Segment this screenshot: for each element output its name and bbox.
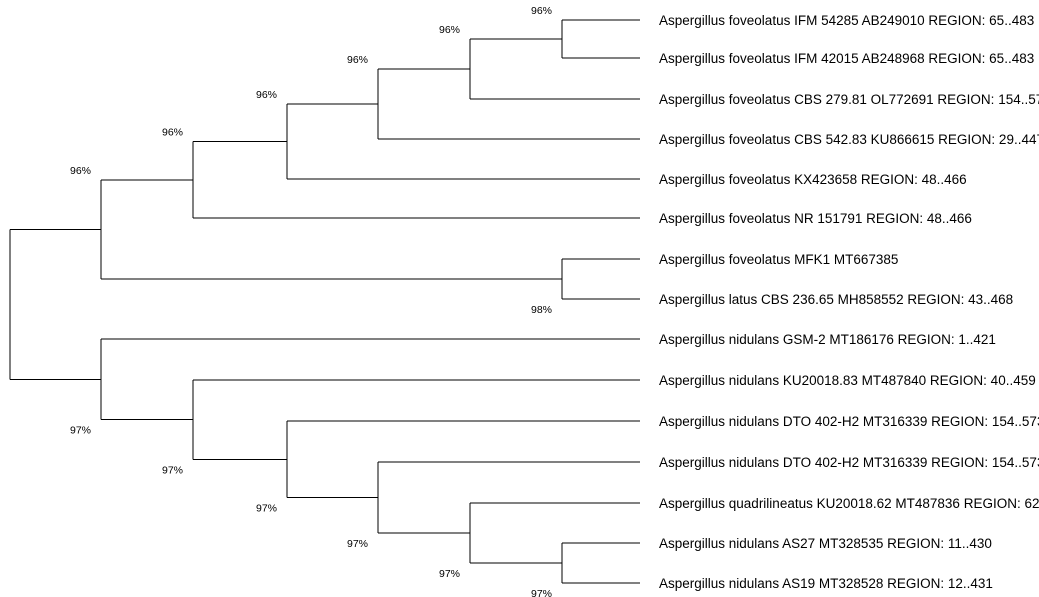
taxon-label: Aspergillus foveolatus KX423658 REGION: … (659, 172, 967, 187)
taxon-label: Aspergillus latus CBS 236.65 MH858552 RE… (659, 292, 1013, 307)
taxon-label: Aspergillus quadrilineatus KU20018.62 MT… (659, 496, 1039, 511)
bootstrap-support-label: 97% (256, 503, 277, 515)
bootstrap-support-label: 97% (347, 538, 368, 550)
bootstrap-support-labels: 96% 96% 96% 96% 96% 98% 96% 97% 97% 97% 97% 97% 97% (70, 5, 552, 597)
bootstrap-support-label: 97% (70, 425, 91, 437)
bootstrap-support-label: 96% (531, 5, 552, 17)
tree-branches (9, 19, 640, 584)
taxon-label: Aspergillus foveolatus IFM 42015 AB24896… (659, 51, 1034, 66)
taxon-label: Aspergillus foveolatus CBS 279.81 OL7726… (659, 92, 1039, 107)
taxon-label: Aspergillus nidulans AS27 MT328535 REGIO… (659, 536, 992, 551)
taxon-label: Aspergillus foveolatus MFK1 MT667385 (659, 252, 898, 267)
bootstrap-support-label: 97% (439, 568, 460, 580)
taxon-label: Aspergillus foveolatus CBS 542.83 KU8666… (659, 132, 1039, 147)
taxon-label: Aspergillus foveolatus IFM 54285 AB24901… (659, 13, 1034, 28)
taxon-label: Aspergillus nidulans DTO 402-H2 MT316339… (659, 455, 1039, 470)
bootstrap-support-label: 96% (256, 89, 277, 101)
taxon-label: Aspergillus foveolatus NR 151791 REGION:… (659, 211, 972, 226)
taxon-labels: Aspergillus foveolatus IFM 54285 AB24901… (659, 13, 1039, 591)
bootstrap-support-label: 96% (162, 127, 183, 139)
bootstrap-support-label: 97% (162, 464, 183, 476)
taxon-label: Aspergillus nidulans AS19 MT328528 REGIO… (659, 576, 993, 591)
taxon-label: Aspergillus nidulans GSM-2 MT186176 REGI… (659, 332, 996, 347)
bootstrap-support-label: 96% (439, 24, 460, 36)
bootstrap-support-label: 97% (531, 588, 552, 597)
bootstrap-support-label: 98% (531, 304, 552, 316)
bootstrap-support-label: 96% (70, 165, 91, 177)
taxon-label: Aspergillus nidulans KU20018.83 MT487840… (659, 373, 1036, 388)
taxon-label: Aspergillus nidulans DTO 402-H2 MT316339… (659, 414, 1039, 429)
bootstrap-support-label: 96% (347, 54, 368, 66)
